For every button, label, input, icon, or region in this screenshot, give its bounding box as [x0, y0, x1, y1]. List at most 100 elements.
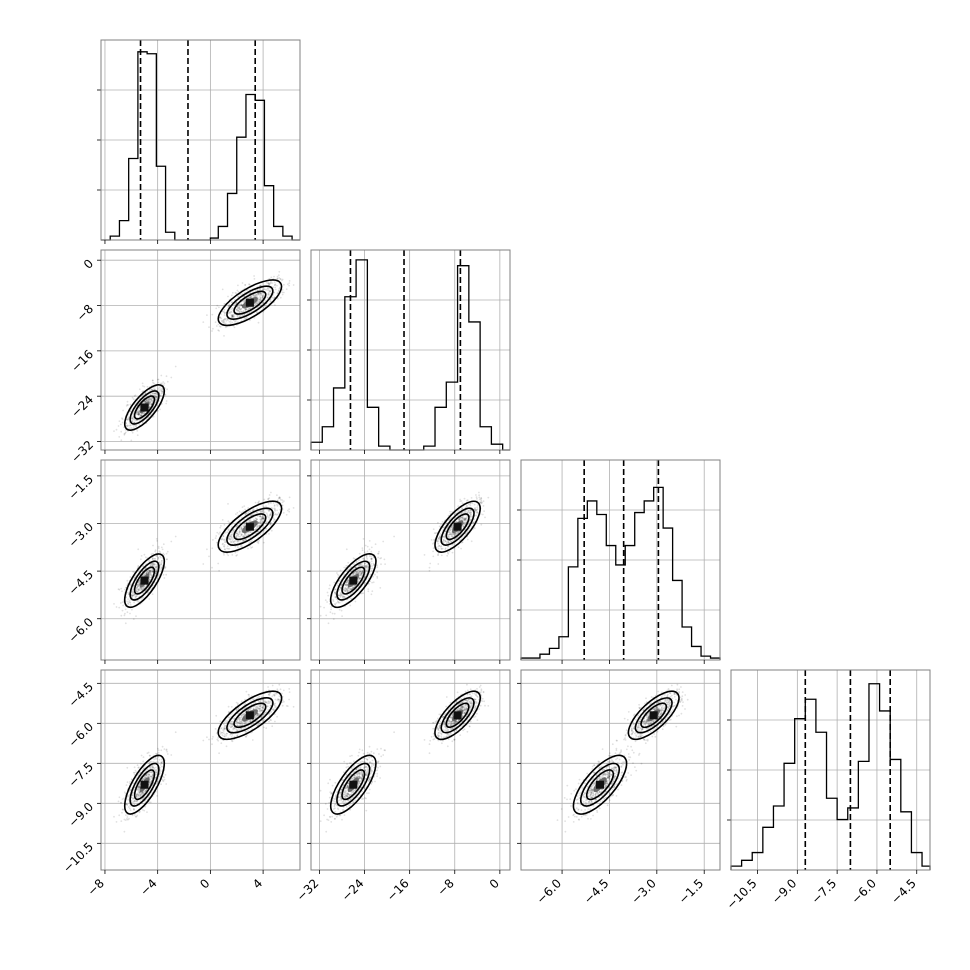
sample-point [161, 745, 164, 748]
sample-point [286, 509, 289, 512]
sample-point [121, 798, 124, 800]
sample-point [276, 503, 278, 506]
sample-point [344, 590, 347, 592]
sample-point [133, 418, 136, 421]
sample-point [153, 388, 156, 391]
sample-point [208, 326, 210, 328]
sample-point [149, 402, 152, 405]
sample-point [216, 531, 219, 534]
sample-point [148, 579, 151, 582]
sample-point [458, 519, 461, 521]
sample-point [125, 784, 128, 786]
sample-point [276, 509, 278, 512]
sample-point [148, 569, 151, 572]
sample-point [273, 275, 275, 278]
sample-point [240, 534, 243, 536]
sample-point [231, 321, 234, 324]
sample-point [124, 622, 127, 625]
sample-point [462, 515, 464, 518]
sample-point [118, 420, 121, 423]
sample-point [276, 284, 278, 287]
sample-point [149, 398, 152, 400]
sample-point [223, 554, 225, 556]
sample-point [358, 564, 361, 566]
sample-point [371, 581, 373, 584]
sample-point [152, 558, 154, 560]
density-peak [349, 576, 358, 585]
sample-point [131, 431, 134, 434]
sample-point [146, 400, 148, 402]
sample-point [155, 566, 158, 568]
sample-point [248, 519, 251, 522]
density-peak [453, 522, 462, 531]
sample-point [285, 288, 288, 291]
sample-point [429, 562, 432, 565]
sample-point [150, 760, 153, 763]
sample-point [215, 307, 218, 310]
sample-point [241, 536, 244, 538]
sample-point [366, 545, 369, 548]
sample-point [126, 781, 129, 784]
sample-point [260, 511, 262, 514]
sample-point [437, 547, 440, 550]
sample-point [120, 614, 123, 617]
sample-point [162, 543, 165, 546]
sample-point [166, 753, 169, 755]
sample-point [134, 815, 137, 818]
sample-point [330, 608, 332, 611]
density-peak [245, 298, 254, 307]
sample-point [254, 302, 257, 305]
sample-point [147, 572, 150, 575]
sample-point [446, 554, 449, 557]
panel-frame [100, 459, 301, 661]
sample-point [231, 554, 234, 556]
sample-point [347, 561, 350, 564]
sample-point [158, 777, 160, 780]
sample-point [148, 397, 151, 400]
sample-point [262, 288, 264, 291]
sample-point [230, 531, 233, 534]
sample-point [459, 498, 461, 501]
sample-point [152, 760, 155, 763]
sample-point [370, 555, 373, 557]
sample-point [229, 538, 232, 541]
sample-point [143, 809, 146, 812]
sample-point [281, 278, 284, 281]
sample-point [221, 288, 224, 291]
panel-2-0: −6.0−4.5−3.0−1.5 [66, 459, 301, 664]
sample-point [120, 587, 123, 590]
sample-point [206, 548, 208, 551]
sample-point [131, 417, 134, 420]
sample-point [161, 403, 163, 405]
sample-point [466, 499, 468, 502]
sample-point [159, 772, 162, 774]
sample-point [262, 541, 265, 544]
sample-point [482, 500, 485, 503]
sample-point [159, 551, 162, 554]
sample-point [151, 392, 154, 395]
sample-point [124, 431, 127, 434]
sample-point [469, 513, 472, 515]
sample-point [138, 388, 141, 391]
sample-point [273, 504, 276, 506]
sample-point [137, 413, 140, 415]
sample-point [148, 398, 151, 401]
sample-point [262, 306, 265, 309]
sample-point [270, 511, 272, 514]
sample-point [147, 400, 150, 403]
sample-point [223, 311, 226, 314]
sample-point [272, 502, 275, 504]
sample-point [444, 540, 447, 543]
sample-point [258, 298, 261, 301]
sample-point [468, 509, 471, 512]
sample-point [149, 398, 152, 401]
sample-point [124, 608, 127, 611]
sample-point [256, 507, 258, 510]
sample-point [151, 593, 154, 595]
sample-point [132, 398, 135, 401]
sample-point [131, 420, 134, 423]
sample-point [265, 288, 267, 291]
sample-point [170, 754, 173, 756]
sample-point [223, 523, 226, 526]
sample-point [374, 573, 376, 576]
